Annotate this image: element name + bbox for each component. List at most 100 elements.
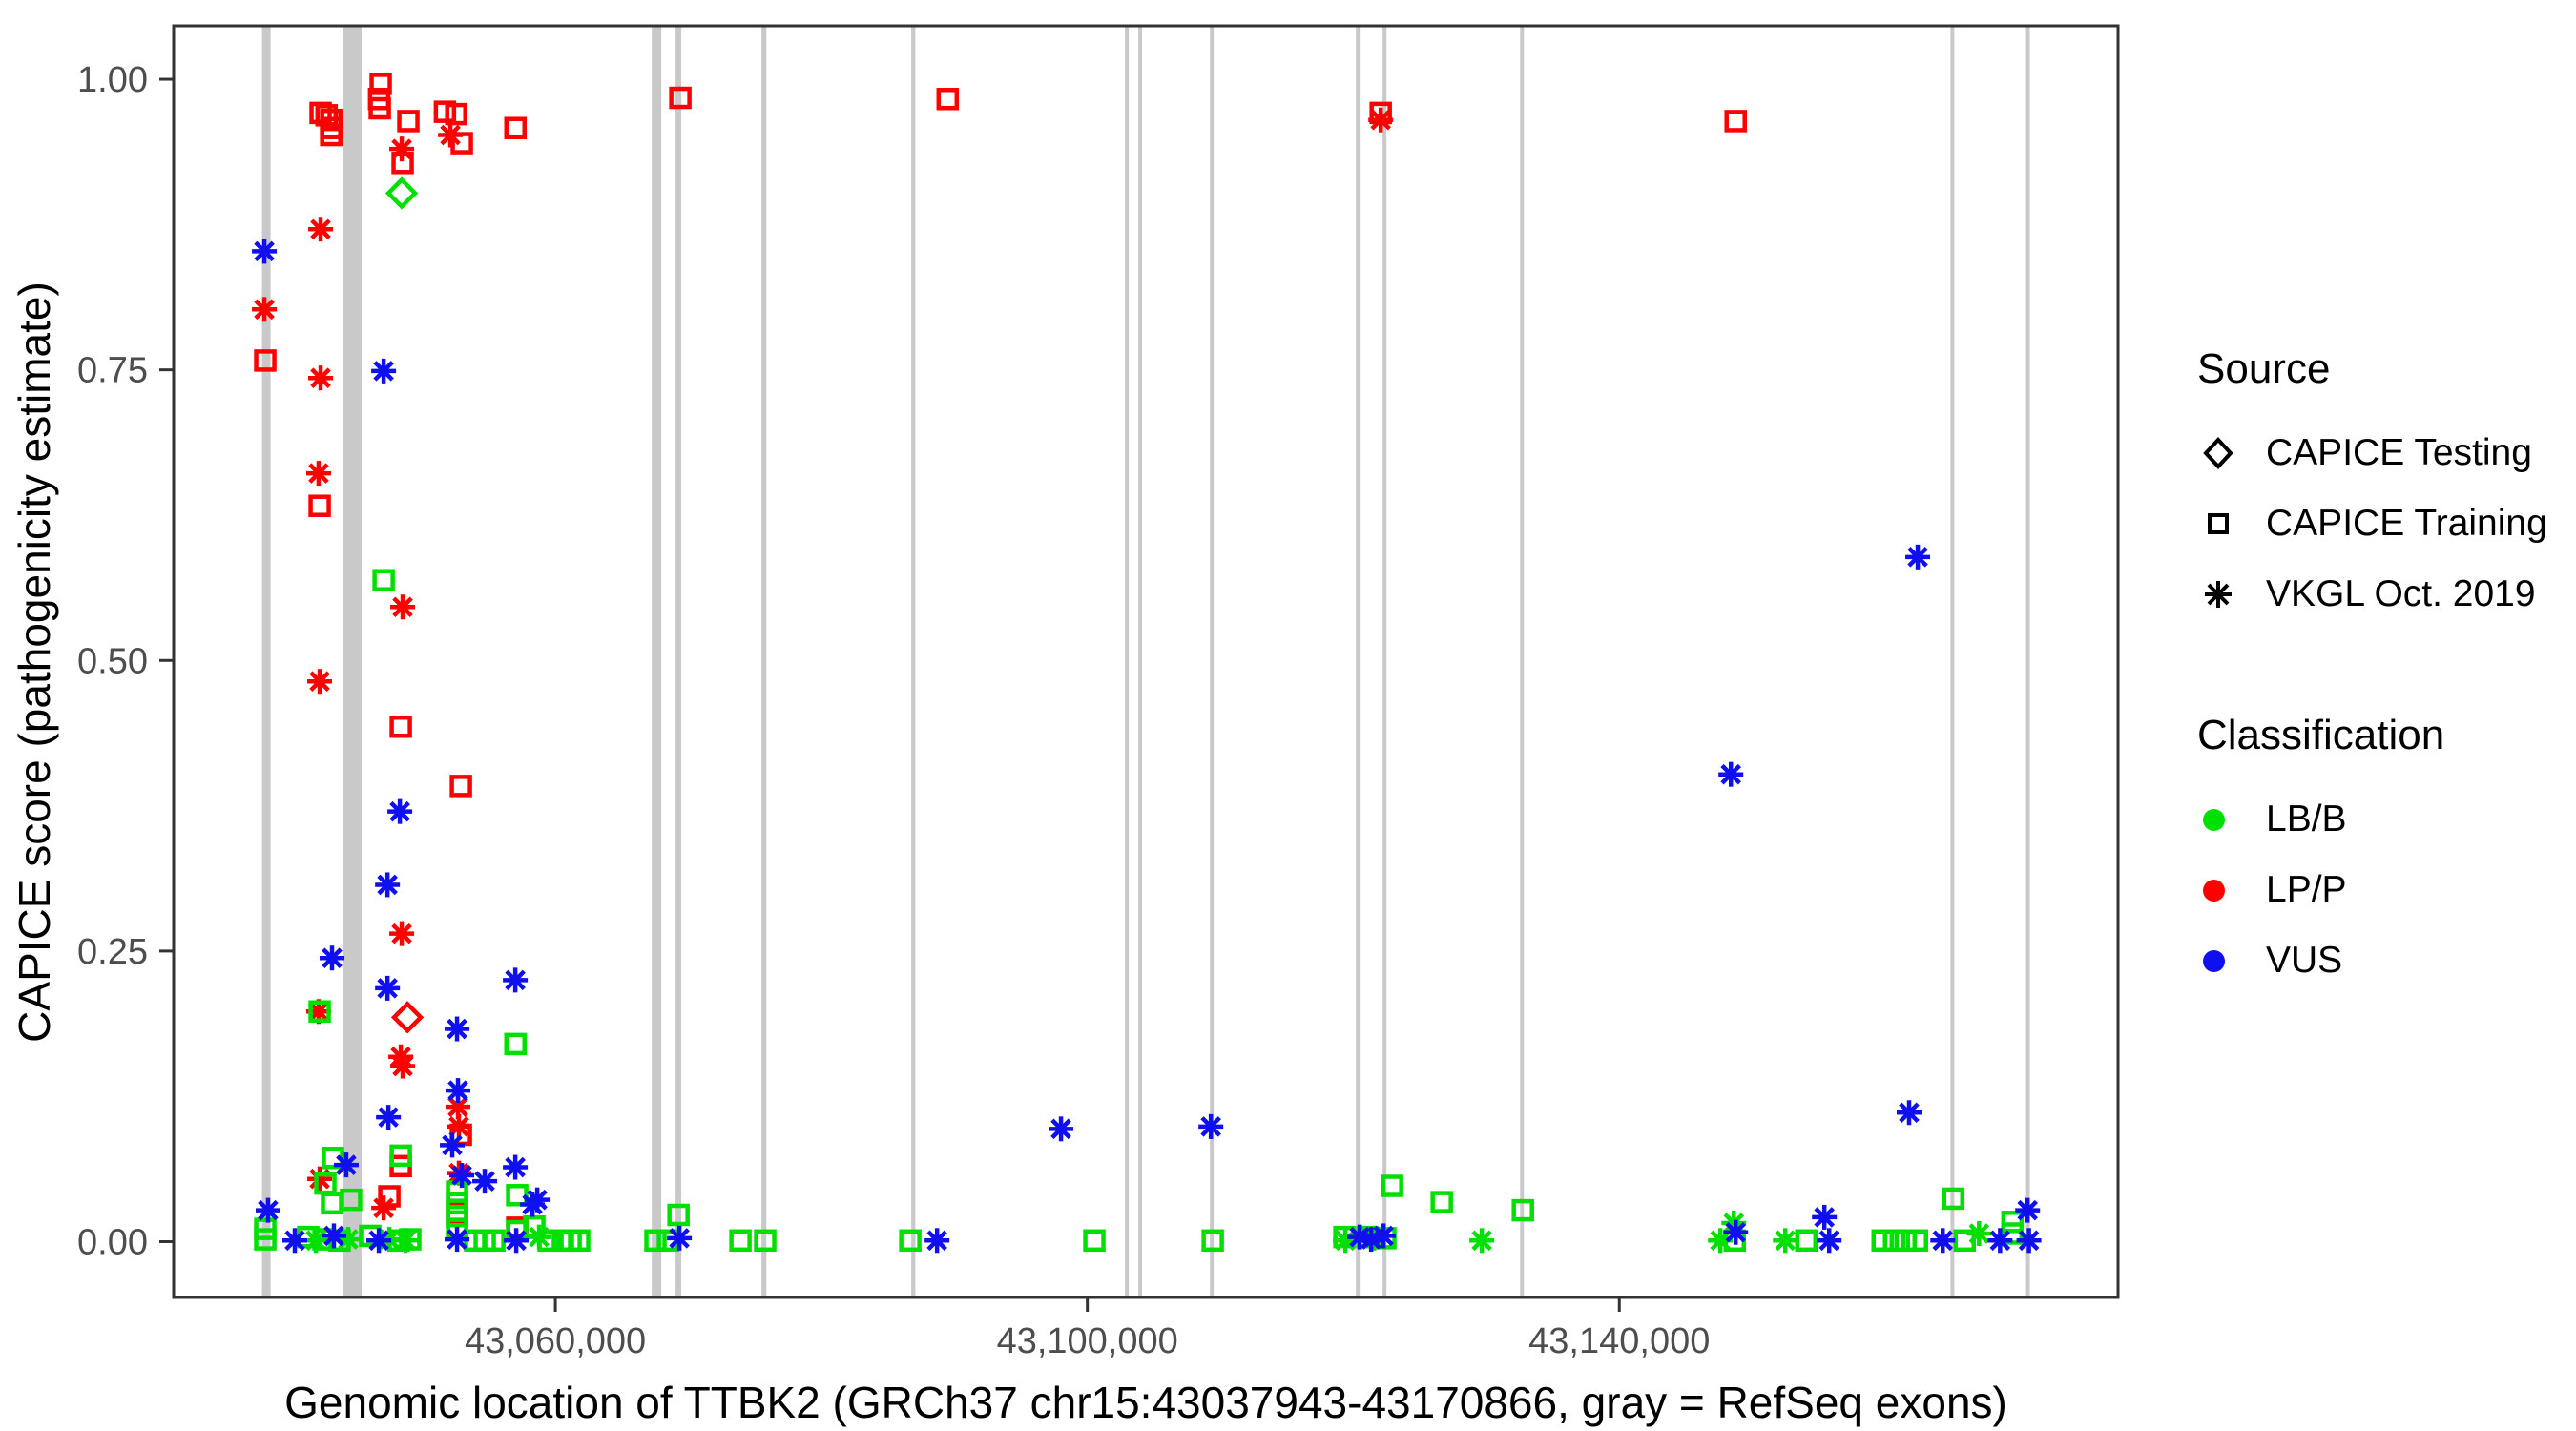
data-point-asterisk bbox=[1723, 1219, 1749, 1245]
asterisk-stroke bbox=[1814, 1207, 1836, 1228]
data-point-square bbox=[1201, 1229, 1224, 1253]
asterisk-stroke bbox=[395, 1230, 416, 1252]
x-tick-label: 43,100,000 bbox=[997, 1321, 1178, 1361]
asterisk-stroke bbox=[926, 1230, 947, 1252]
data-point-asterisk bbox=[445, 1016, 470, 1042]
point-layer bbox=[252, 73, 2042, 1254]
data-point-square bbox=[1905, 1229, 1928, 1253]
legend-item-lbb: LB/B bbox=[2197, 784, 2569, 855]
data-point-square bbox=[254, 1228, 277, 1251]
data-point-asterisk bbox=[1368, 107, 1394, 133]
legend: Source CAPICE Testing CAPICE Training bbox=[2197, 345, 2569, 996]
data-point-asterisk bbox=[320, 945, 345, 971]
lbb-dot-icon bbox=[2197, 797, 2249, 842]
exon-bar bbox=[652, 26, 662, 1297]
exon-bar bbox=[1382, 26, 1387, 1297]
data-point-asterisk bbox=[504, 1228, 530, 1254]
diamond-icon bbox=[2197, 430, 2249, 476]
data-point-asterisk bbox=[390, 594, 416, 620]
data-point-asterisk bbox=[366, 1228, 392, 1254]
asterisk-stroke bbox=[1989, 1230, 2011, 1252]
legend-label: VUS bbox=[2266, 940, 2343, 981]
data-point-asterisk bbox=[1905, 544, 1931, 570]
exon-bar bbox=[911, 26, 916, 1297]
asterisk-stroke bbox=[392, 596, 413, 618]
data-point-square bbox=[1942, 1187, 1965, 1211]
asterisk-stroke bbox=[1818, 1230, 1840, 1252]
data-point-square bbox=[754, 1229, 777, 1253]
asterisk-stroke bbox=[2018, 1230, 2040, 1252]
data-point-square bbox=[308, 494, 331, 517]
data-point-square bbox=[2001, 1211, 2025, 1234]
data-point-square bbox=[1795, 1229, 1818, 1253]
data-point-asterisk bbox=[375, 975, 401, 1001]
data-point-asterisk bbox=[308, 217, 334, 242]
data-point-square bbox=[1381, 1174, 1403, 1197]
exon-bar bbox=[1125, 26, 1130, 1297]
data-point-square bbox=[644, 1229, 667, 1253]
exon-bar bbox=[1356, 26, 1361, 1297]
data-point-square bbox=[1511, 1198, 1534, 1222]
y-tick-label: 0.25 bbox=[77, 932, 148, 972]
asterisk-stroke bbox=[389, 800, 410, 822]
asterisk-stroke bbox=[392, 1055, 413, 1077]
data-point-asterisk bbox=[446, 1078, 471, 1104]
y-tick-label: 0.00 bbox=[77, 1223, 148, 1263]
data-point-square bbox=[667, 1203, 690, 1227]
data-point-asterisk bbox=[440, 1132, 466, 1158]
data-point-asterisk bbox=[252, 238, 278, 264]
asterisk-stroke bbox=[378, 1107, 399, 1128]
data-point-square bbox=[340, 1188, 363, 1212]
asterisk-stroke bbox=[1361, 1229, 1381, 1250]
lpp-dot-icon bbox=[2197, 867, 2249, 913]
asterisk-stroke bbox=[1373, 1225, 1394, 1247]
data-point-square bbox=[504, 116, 528, 139]
asterisk-stroke bbox=[447, 1080, 468, 1101]
x-axis-title: Genomic location of TTBK2 (GRCh37 chr15:… bbox=[284, 1378, 2007, 1427]
legend-label: CAPICE Testing bbox=[2266, 432, 2532, 473]
data-point-asterisk bbox=[1049, 1116, 1074, 1142]
asterisk-stroke bbox=[451, 1165, 472, 1186]
data-point-square bbox=[504, 1032, 528, 1056]
data-point-square bbox=[254, 349, 277, 372]
y-tick-label: 1.00 bbox=[77, 60, 148, 100]
legend-item-capice-training: CAPICE Training bbox=[2197, 488, 2569, 559]
asterisk-stroke bbox=[1775, 1230, 1797, 1252]
data-point-square bbox=[446, 1192, 468, 1215]
data-point-asterisk bbox=[1897, 1100, 1922, 1126]
exon-bar bbox=[675, 26, 682, 1297]
data-point-asterisk bbox=[1198, 1113, 1224, 1139]
asterisk-stroke bbox=[1200, 1116, 1221, 1137]
data-point-square bbox=[669, 86, 692, 110]
data-point-square bbox=[446, 1204, 468, 1228]
data-point-asterisk bbox=[321, 1223, 346, 1249]
data-point-square bbox=[729, 1229, 752, 1253]
asterisk-stroke bbox=[1050, 1118, 1071, 1140]
exon-bar bbox=[1520, 26, 1525, 1297]
legend-label: VKGL Oct. 2019 bbox=[2266, 573, 2536, 614]
asterisk-stroke bbox=[308, 463, 329, 484]
exon-bar bbox=[261, 26, 271, 1297]
data-point-diamond bbox=[390, 1001, 425, 1034]
x-tick-label: 43,060,000 bbox=[465, 1321, 646, 1361]
asterisk-stroke bbox=[669, 1228, 690, 1249]
asterisk-stroke bbox=[310, 367, 331, 388]
asterisk-stroke bbox=[505, 969, 526, 991]
asterisk-stroke bbox=[1710, 1230, 1731, 1252]
asterisk-stroke bbox=[527, 1189, 548, 1211]
data-point-asterisk bbox=[667, 1225, 693, 1251]
data-point-square bbox=[445, 102, 467, 126]
vus-dot-icon bbox=[2197, 938, 2249, 984]
data-point-asterisk bbox=[252, 297, 278, 322]
data-point-square bbox=[1871, 1229, 1895, 1253]
legend-classification-title: Classification bbox=[2197, 712, 2445, 758]
y-tick-label: 0.75 bbox=[77, 351, 148, 391]
data-point-asterisk bbox=[503, 967, 529, 993]
legend-item-vkgl: VKGL Oct. 2019 bbox=[2197, 559, 2569, 630]
data-point-asterisk bbox=[255, 1197, 280, 1223]
exon-bar bbox=[1210, 26, 1215, 1297]
legend-source-title: Source bbox=[2197, 345, 2331, 392]
legend-label: LB/B bbox=[2266, 798, 2347, 840]
data-point-asterisk bbox=[1966, 1220, 1992, 1246]
